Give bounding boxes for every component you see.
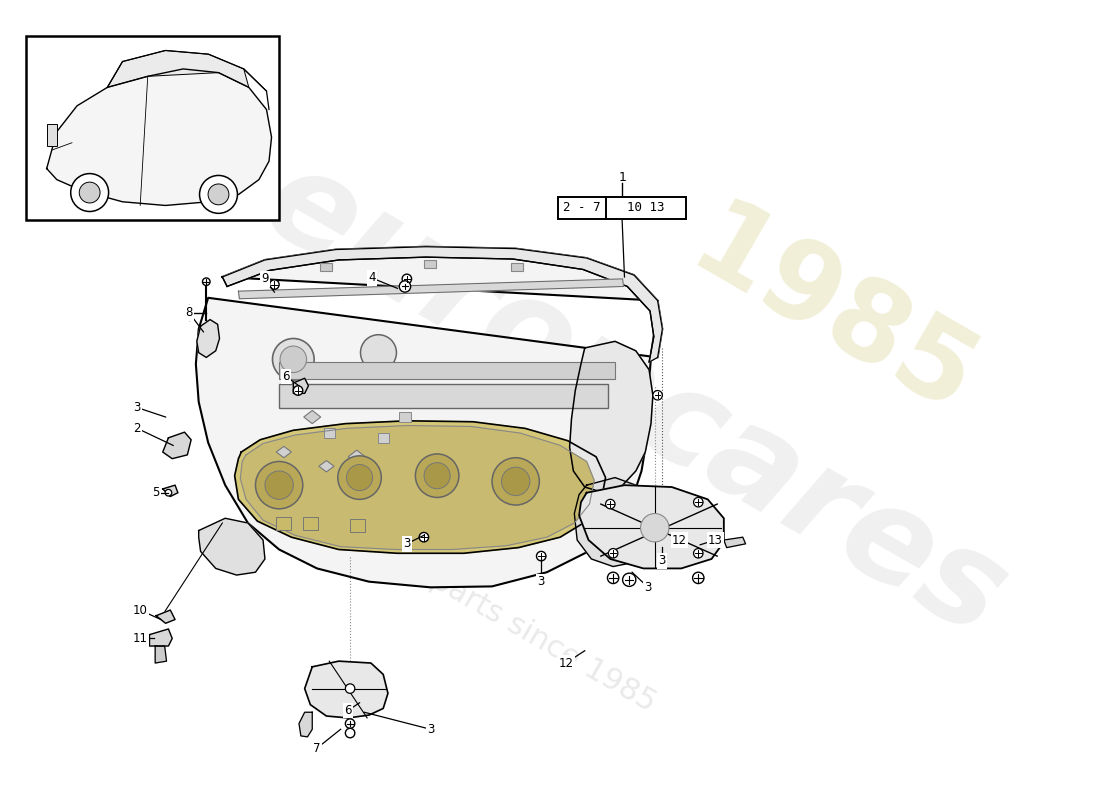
Circle shape xyxy=(273,338,315,380)
Circle shape xyxy=(255,462,302,509)
Text: 12: 12 xyxy=(559,657,573,670)
Text: 3: 3 xyxy=(133,401,141,414)
Circle shape xyxy=(694,549,703,558)
Polygon shape xyxy=(108,50,249,87)
Polygon shape xyxy=(305,661,388,718)
Circle shape xyxy=(361,334,396,370)
Bar xyxy=(377,433,389,442)
Polygon shape xyxy=(319,461,334,472)
Bar xyxy=(399,412,410,422)
Text: 4: 4 xyxy=(368,271,375,285)
Circle shape xyxy=(492,458,539,505)
Polygon shape xyxy=(304,410,321,424)
Polygon shape xyxy=(46,69,272,206)
Bar xyxy=(276,518,292,530)
Circle shape xyxy=(419,533,429,542)
Polygon shape xyxy=(196,246,662,587)
Circle shape xyxy=(403,274,411,284)
Bar xyxy=(46,124,57,146)
Text: europcares: europcares xyxy=(241,137,1027,663)
Circle shape xyxy=(338,456,382,499)
Polygon shape xyxy=(163,485,178,497)
Text: 3: 3 xyxy=(659,554,666,567)
Polygon shape xyxy=(579,485,724,569)
Text: 6: 6 xyxy=(344,704,352,717)
Circle shape xyxy=(640,514,669,542)
Polygon shape xyxy=(276,446,292,458)
Polygon shape xyxy=(349,450,365,463)
Circle shape xyxy=(70,174,109,211)
Circle shape xyxy=(607,572,619,583)
Bar xyxy=(320,263,332,271)
Circle shape xyxy=(606,499,615,509)
Text: 1985: 1985 xyxy=(672,191,993,438)
Circle shape xyxy=(345,684,355,694)
Circle shape xyxy=(502,467,530,495)
Bar xyxy=(558,197,686,219)
Circle shape xyxy=(202,278,210,286)
Bar xyxy=(510,263,524,271)
Text: 7: 7 xyxy=(314,742,321,754)
Polygon shape xyxy=(294,378,308,394)
Text: 3: 3 xyxy=(404,538,410,550)
Circle shape xyxy=(608,549,618,558)
Circle shape xyxy=(345,728,355,738)
Polygon shape xyxy=(150,629,173,646)
Text: 9: 9 xyxy=(261,272,268,286)
Polygon shape xyxy=(163,432,191,458)
Polygon shape xyxy=(155,646,166,663)
Polygon shape xyxy=(156,610,175,623)
Bar xyxy=(424,260,437,269)
Bar xyxy=(26,36,279,220)
Circle shape xyxy=(165,490,172,496)
Circle shape xyxy=(79,182,100,203)
Polygon shape xyxy=(234,421,606,554)
Bar xyxy=(302,518,318,530)
Polygon shape xyxy=(299,712,312,737)
Circle shape xyxy=(346,465,373,490)
Text: 3: 3 xyxy=(427,722,434,736)
Bar xyxy=(279,362,615,379)
Circle shape xyxy=(416,454,459,498)
Circle shape xyxy=(265,471,294,499)
Polygon shape xyxy=(199,518,265,575)
Circle shape xyxy=(399,281,410,292)
Bar xyxy=(323,428,334,438)
Text: 2 - 7: 2 - 7 xyxy=(563,202,601,214)
Text: a passion for parts since 1985: a passion for parts since 1985 xyxy=(248,462,661,717)
Text: 11: 11 xyxy=(132,632,147,645)
Polygon shape xyxy=(570,342,653,493)
Text: 1: 1 xyxy=(618,171,626,184)
Text: 6: 6 xyxy=(282,370,289,383)
Circle shape xyxy=(537,551,546,561)
Circle shape xyxy=(280,346,307,373)
Polygon shape xyxy=(724,537,746,548)
Circle shape xyxy=(294,386,302,395)
Text: 8: 8 xyxy=(186,306,192,319)
Polygon shape xyxy=(197,319,220,358)
Text: 12: 12 xyxy=(672,534,686,546)
Polygon shape xyxy=(574,478,651,566)
Circle shape xyxy=(270,280,279,290)
Polygon shape xyxy=(222,246,662,362)
Polygon shape xyxy=(239,279,624,298)
Circle shape xyxy=(199,175,238,214)
Bar xyxy=(350,519,365,531)
Polygon shape xyxy=(240,426,594,550)
Circle shape xyxy=(425,462,450,489)
Circle shape xyxy=(623,573,636,586)
Text: 10: 10 xyxy=(133,603,147,617)
Bar xyxy=(279,384,608,407)
Text: 10 13: 10 13 xyxy=(627,202,664,214)
Text: 13: 13 xyxy=(708,534,723,546)
Circle shape xyxy=(208,184,229,205)
Text: 3: 3 xyxy=(645,581,652,594)
Circle shape xyxy=(653,390,662,400)
Text: 5: 5 xyxy=(153,486,159,499)
Circle shape xyxy=(345,719,355,728)
Text: 3: 3 xyxy=(538,575,544,588)
Circle shape xyxy=(693,572,704,583)
Text: 2: 2 xyxy=(133,422,141,435)
Circle shape xyxy=(694,498,703,507)
